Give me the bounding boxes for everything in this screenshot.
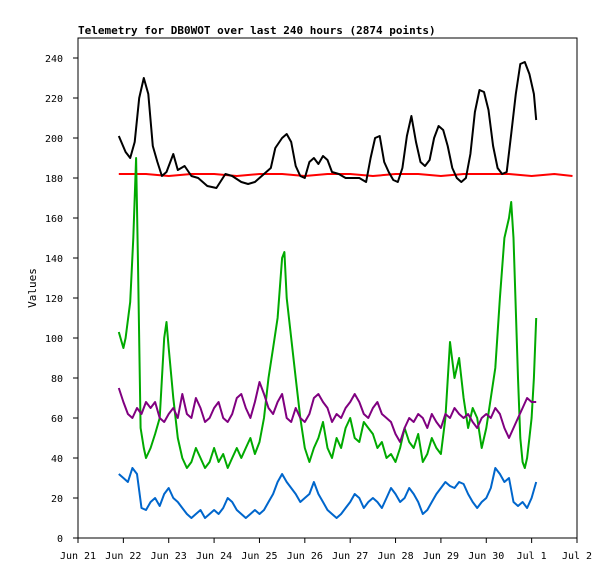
x-tick-label: Jul 1: [517, 551, 547, 562]
y-axis: 0 20 40 60 80 100 120 140 160 180 200 220 240: [45, 54, 78, 545]
y-tick-label: 120: [45, 294, 63, 305]
x-tick-label: Jun 22: [105, 551, 141, 562]
x-tick-label: Jun 25: [241, 551, 277, 562]
series-line-2: [117, 61, 538, 189]
y-tick-label: 80: [51, 374, 63, 385]
x-tick-label: Jun 23: [151, 551, 187, 562]
y-tick-label: 20: [51, 494, 63, 505]
y-tick-label: 40: [51, 454, 63, 465]
chart-title: Telemetry for DB0WOT over last 240 hours…: [78, 24, 436, 37]
x-tick-label: Jun 29: [423, 551, 459, 562]
y-tick-label: 60: [51, 414, 63, 425]
x-tick-label: Jul 2: [562, 551, 592, 562]
series-line-4: [117, 381, 537, 443]
y-tick-label: 0: [57, 534, 63, 545]
x-tick-label: Jun 24: [196, 551, 232, 562]
y-tick-label: 100: [45, 334, 63, 345]
y-axis-label: Values: [26, 268, 39, 308]
y-tick-label: 240: [45, 54, 63, 65]
y-tick-label: 200: [45, 134, 63, 145]
x-tick-label: Jun 21: [60, 551, 96, 562]
series-line-1: [118, 173, 573, 177]
series-line-5: [118, 467, 538, 519]
x-axis: Jun 21 Jun 22 Jun 23 Jun 24 Jun 25 Jun 26 Jun …: [60, 538, 592, 562]
series-group: [117, 61, 573, 519]
x-tick-label: Jun 28: [377, 551, 413, 562]
y-tick-label: 180: [45, 174, 63, 185]
y-tick-label: 140: [45, 254, 63, 265]
series-line-3: [117, 157, 538, 469]
plot-frame: [77, 37, 578, 539]
y-tick-label: 160: [45, 214, 63, 225]
x-tick-label: Jun 26: [287, 551, 323, 562]
y-tick-label: 220: [45, 94, 63, 105]
x-tick-label: Jun 30: [468, 551, 504, 562]
x-tick-label: Jun 27: [332, 551, 368, 562]
